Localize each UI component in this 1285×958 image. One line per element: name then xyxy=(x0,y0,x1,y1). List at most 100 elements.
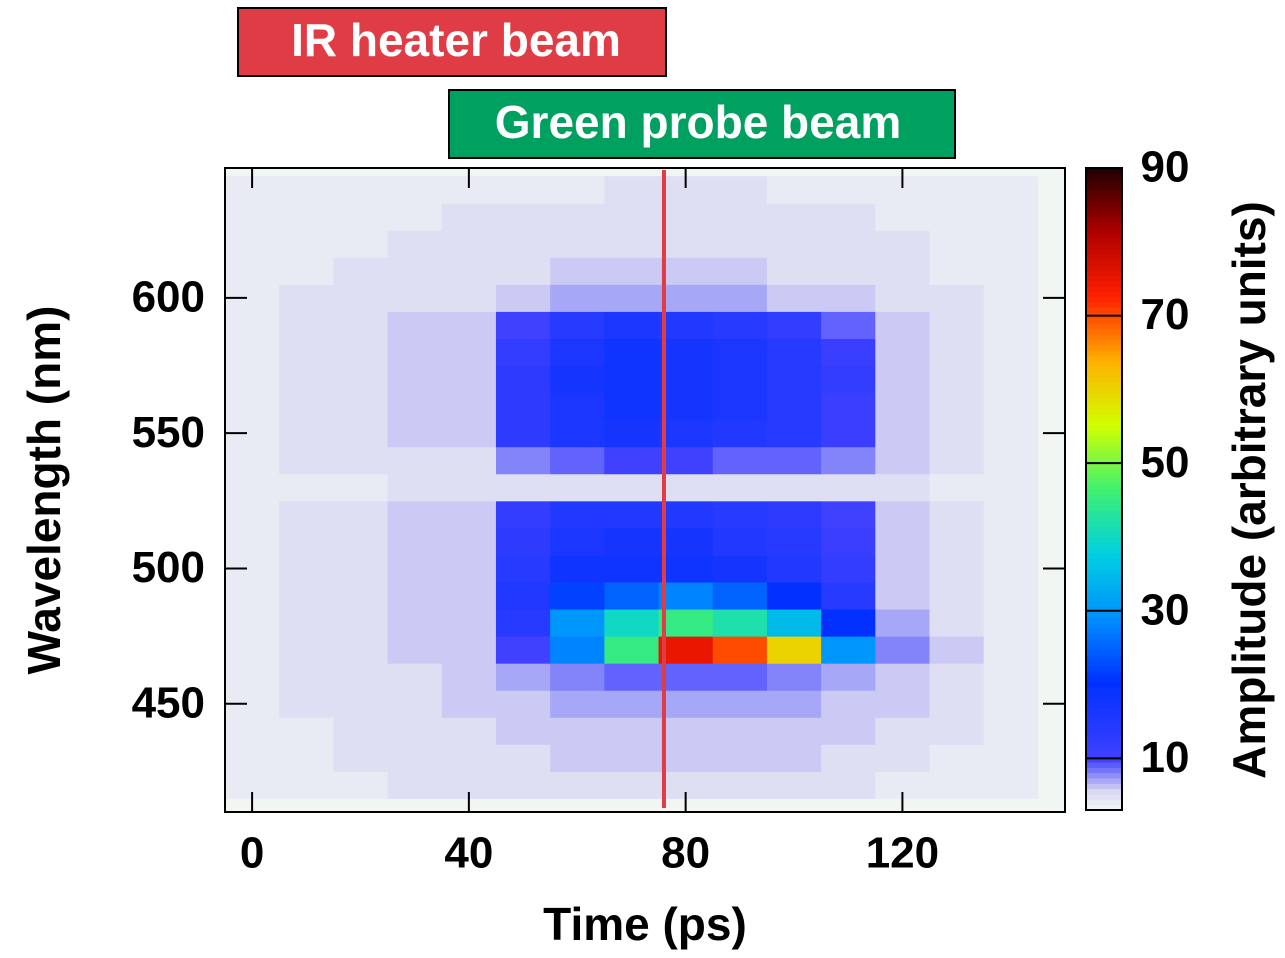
heat-cell xyxy=(279,203,334,231)
colorbar-swatch xyxy=(1086,547,1122,554)
colorbar-swatch xyxy=(1086,649,1122,656)
annotation: IR heater beam xyxy=(291,14,621,66)
heat-cell xyxy=(658,663,714,691)
colorbar-swatch xyxy=(1086,804,1122,811)
colorbar-swatch xyxy=(1086,456,1122,463)
heat-cell xyxy=(441,338,497,367)
colorbar-swatch xyxy=(1086,665,1122,672)
colorbar-swatch xyxy=(1086,654,1122,661)
heat-cell xyxy=(387,690,443,718)
colorbar-swatch xyxy=(1086,446,1122,453)
heat-cell xyxy=(929,717,985,745)
heat-cell xyxy=(766,771,822,799)
heat-cell xyxy=(550,446,605,475)
heat-cell xyxy=(983,609,1039,637)
colorbar-swatch xyxy=(1086,237,1122,244)
heat-cell xyxy=(766,392,822,421)
heat-cell xyxy=(983,744,1039,772)
heat-cell xyxy=(658,527,714,556)
heat-cell xyxy=(550,203,605,231)
colorbar-swatch xyxy=(1086,323,1122,330)
colorbar-swatch xyxy=(1086,585,1122,592)
heat-cell xyxy=(604,609,660,637)
colorbar-swatch xyxy=(1086,333,1122,340)
heat-cell xyxy=(983,636,1039,664)
colorbar-tick-label: 30 xyxy=(1141,585,1190,634)
heat-cell xyxy=(387,419,443,448)
heat-cell xyxy=(333,311,389,339)
heat-cell xyxy=(875,473,931,502)
heat-cell xyxy=(387,527,443,556)
colorbar-swatch xyxy=(1086,788,1122,795)
heat-cell xyxy=(712,446,768,475)
heat-cell xyxy=(333,257,389,285)
heat-cell xyxy=(441,419,497,448)
heat-cell xyxy=(766,582,822,610)
colorbar-swatch xyxy=(1086,799,1122,806)
heat-cell xyxy=(658,690,714,718)
colorbar-swatch xyxy=(1086,403,1122,410)
colorbar-swatch xyxy=(1086,221,1122,228)
heat-cell xyxy=(279,230,334,258)
heat-cell xyxy=(712,176,768,204)
colorbar-swatch xyxy=(1086,210,1122,217)
heat-cell xyxy=(766,609,822,637)
colorbar-swatch xyxy=(1086,478,1122,485)
heat-cell xyxy=(821,311,876,339)
heat-cell xyxy=(550,609,605,637)
heat-cell xyxy=(875,744,931,772)
heat-cell xyxy=(441,582,497,610)
colorbar-swatch xyxy=(1086,392,1122,399)
heat-cell xyxy=(821,284,876,312)
colorbar-swatch xyxy=(1086,783,1122,790)
colorbar-tick-label: 10 xyxy=(1141,733,1190,782)
annotation-box xyxy=(448,89,956,159)
heat-cell xyxy=(658,744,714,772)
heat-cell xyxy=(387,284,443,312)
heat-cell xyxy=(279,663,334,691)
colorbar-swatch xyxy=(1086,216,1122,223)
colorbar-swatch xyxy=(1086,505,1122,511)
heat-cell xyxy=(387,582,443,610)
heat-cell xyxy=(604,582,660,610)
heat-cell xyxy=(550,284,605,312)
heat-cell xyxy=(279,392,334,421)
heat-cell xyxy=(387,446,443,475)
heat-cell xyxy=(550,392,605,421)
colorbar-swatch xyxy=(1086,767,1122,774)
heat-cell xyxy=(441,257,497,285)
heat-cell xyxy=(712,203,768,231)
colorbar-swatch xyxy=(1086,440,1122,447)
heat-cell xyxy=(279,582,334,610)
heat-cell xyxy=(279,365,334,394)
heat-cell xyxy=(875,554,931,583)
colorbar-swatch xyxy=(1086,719,1122,725)
colorbar-swatch xyxy=(1086,414,1122,421)
colorbar-swatch xyxy=(1086,291,1122,297)
heat-cell xyxy=(766,446,822,475)
heat-cell xyxy=(441,690,497,718)
heat-cell xyxy=(875,527,931,556)
heat-cell xyxy=(875,609,931,637)
y-tick-label: 550 xyxy=(132,408,205,457)
heat-cell xyxy=(225,636,280,664)
heat-cell xyxy=(821,338,876,367)
x-tick-label: 120 xyxy=(866,829,939,878)
colorbar-swatch xyxy=(1086,226,1122,233)
heat-cell xyxy=(875,690,931,718)
heat-cell xyxy=(604,257,660,285)
heat-cell xyxy=(225,446,280,475)
colorbar-swatch xyxy=(1086,590,1122,597)
x-tick-label: 80 xyxy=(661,829,710,878)
heat-cell xyxy=(821,663,876,691)
heat-cell xyxy=(658,717,714,745)
colorbar-swatch xyxy=(1086,670,1122,677)
colorbar-swatch xyxy=(1086,579,1122,586)
heat-cell xyxy=(604,663,660,691)
heat-cell xyxy=(225,663,280,691)
colorbar-swatch xyxy=(1086,638,1122,645)
x-axis-title: Time (ps) xyxy=(543,898,747,950)
heat-cell xyxy=(766,257,822,285)
heat-cell xyxy=(983,338,1039,367)
heat-cell xyxy=(550,744,605,772)
